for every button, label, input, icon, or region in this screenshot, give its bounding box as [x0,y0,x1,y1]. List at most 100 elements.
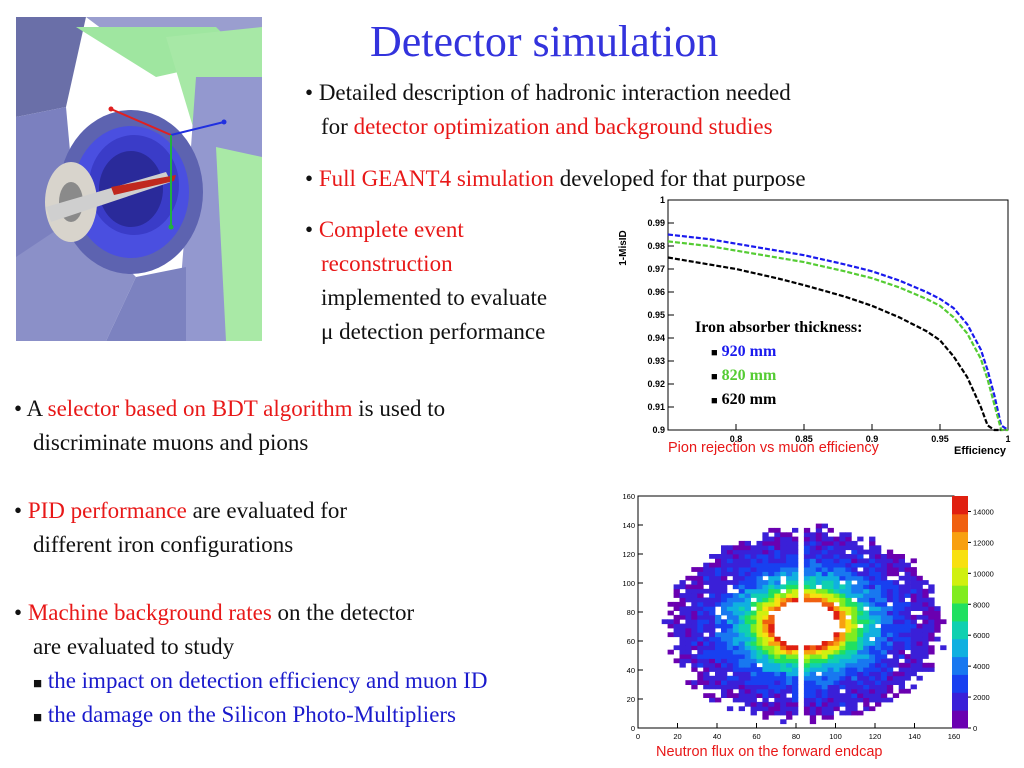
heatmap-cell [809,575,817,581]
heatmap-cell [762,610,769,616]
heatmap-cell [809,658,817,664]
heatmap-cell [857,606,864,611]
heatmap-cell [685,610,692,616]
heatmap-cell [792,693,799,698]
heatmap-cell [875,601,882,607]
heatmap-cell [715,554,722,559]
heatmap-cell [715,593,722,598]
heatmap-cell [863,693,870,698]
heatmap-cell [875,662,882,668]
heatmap-cell [762,549,769,555]
heatmap-cell [880,649,888,655]
heatmap-cell [875,575,882,581]
heatmap-cell [839,606,846,611]
heatmap-cell [703,627,710,633]
heatmap-cell [774,567,781,572]
heatmap-cell [697,606,704,611]
heatmap-cell [910,636,917,642]
heatmap-cell [715,662,722,668]
heatmap-cell [809,588,817,594]
heatmap-cell [922,641,929,646]
heatmap-cell [744,597,751,603]
heatmap-cell [762,627,769,633]
heatmap-cell [809,580,817,585]
heatmap-cell [703,619,710,625]
heatmap-cell [780,654,787,659]
heatmap-cell [768,575,775,581]
heatmap-cell [744,680,751,685]
heatmap-cell [756,554,763,559]
heatmap-cell [691,641,698,646]
heatmap-cell [880,632,888,638]
heatmap-cell [892,614,900,620]
heatmap-cell [851,671,858,677]
heatmap-cell [786,554,793,559]
heatmap-cell [875,636,882,642]
heatmap-cell [750,588,757,594]
heatmap-cell [786,710,793,716]
heatmap-cell [803,684,811,690]
heatmap-cell [721,567,728,572]
heatmap-cell [709,593,716,598]
heatmap-cell [709,567,716,572]
heatmap-cell [821,697,828,703]
heatmap-cell [803,527,811,533]
heatmap-cell [898,636,905,642]
heatmap-cell [803,597,811,603]
heatmap-cell [768,658,775,664]
heatmap-cell [744,649,751,655]
heatmap-cell [780,584,787,590]
heatmap-cell [762,645,769,651]
heatmap-cell [821,523,828,529]
heatmap-cell [756,549,763,555]
heatmap-cell [928,632,935,638]
heatmap-cell [685,636,692,642]
colorbar-segment [952,567,968,586]
heatmap-cell [827,714,834,720]
heatmap-cell [869,580,876,585]
heatmap-cell [821,649,828,655]
heatmap-cell [898,645,905,651]
heatmap-cell [709,597,716,603]
heatmap-cell [768,606,775,611]
heatmap-cell [738,619,745,625]
heatmap-cell [845,684,852,690]
heatmap-cell [673,584,680,590]
heatmap-cell [875,688,882,694]
heatmap-cell [768,706,775,712]
heatmap-cell [869,627,876,633]
heatmap-cell [715,562,722,568]
heatmap-cell [744,580,751,585]
heatmap-cell [815,567,823,572]
heatmap-cell [738,549,745,555]
heatmap-cell [726,645,734,651]
heatmap-cell [898,601,905,607]
heatmap-cell [685,645,692,651]
heatmap-cell [827,527,834,533]
heatmap-cell [880,584,888,590]
heatmap-cell [869,584,876,590]
heatmap-cell [851,549,858,555]
heatmap-cell [857,575,864,581]
heatmap-cell [762,554,769,559]
heatmap-cell [886,671,894,677]
heatmap-cell [762,545,769,551]
heatmap-cell [732,597,740,603]
heatmap-cell [845,554,852,559]
heatmap-cell [715,601,722,607]
heatmap-cell [869,680,876,685]
heatmap-cell [703,601,710,607]
heatmap-cell [875,684,882,690]
heatmap-cell [857,693,864,698]
heatmap-cell [922,593,929,598]
x-tick-label: 0 [636,732,640,741]
heatmap-cell [762,671,769,677]
heatmap-cell [886,697,894,703]
heatmap-cell [857,662,864,668]
heatmap-cell [738,571,745,577]
heatmap-cell [803,649,811,655]
x-tick-label: 140 [908,732,921,741]
heatmap-cell [738,641,745,646]
heatmap-cell [786,714,793,720]
heatmap-cell [904,675,911,681]
